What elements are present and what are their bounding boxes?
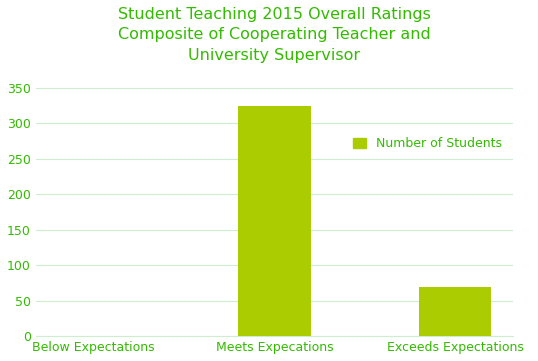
Legend: Number of Students: Number of Students (349, 132, 507, 155)
Bar (419, 287, 491, 336)
Bar (238, 105, 310, 336)
Title: Student Teaching 2015 Overall Ratings
Composite of Cooperating Teacher and
Unive: Student Teaching 2015 Overall Ratings Co… (118, 7, 431, 63)
